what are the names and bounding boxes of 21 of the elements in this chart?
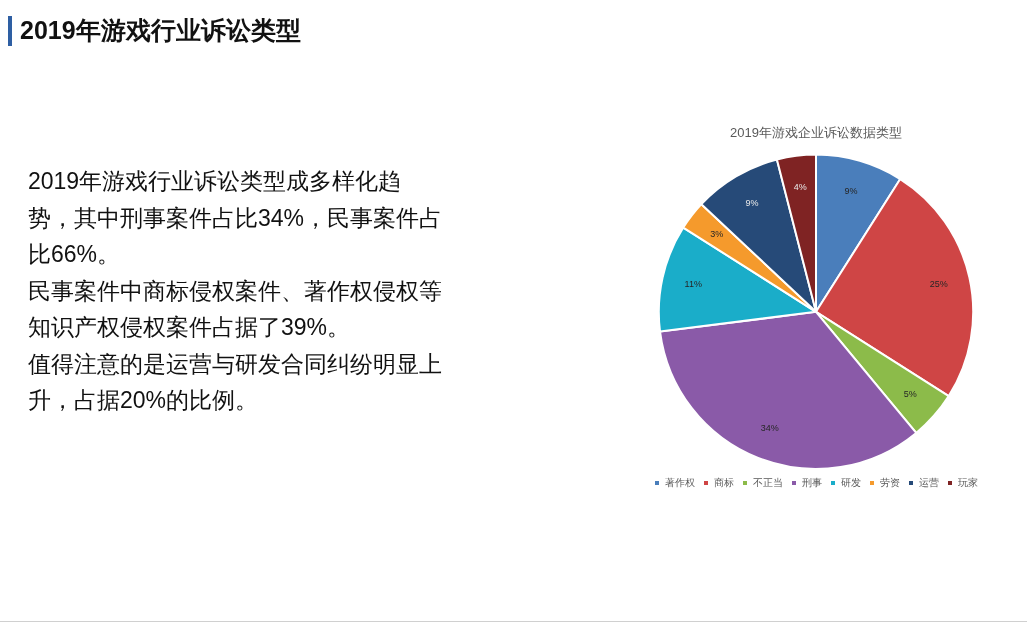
data-label: 34%	[760, 423, 779, 434]
data-label: 5%	[903, 389, 917, 400]
text: 2019年游戏行业诉讼类型成多样化趋势，其中刑事案件占比34%，民事案件占比66%。	[28, 167, 444, 269]
text: 民事案件中商标侵权案件、著作权侵权等知识产权侵权案件占据了39%。	[28, 276, 443, 342]
chart-subtitle: 2019年游戏企业诉讼数据类型	[730, 125, 902, 141]
legend-label: 研发	[841, 476, 861, 488]
data-label: 9%	[745, 198, 759, 209]
data-label: 11%	[684, 278, 702, 289]
data-label: 9%	[844, 185, 858, 196]
legend-label: 著作权	[665, 476, 695, 488]
legend-label: 劳资	[880, 476, 900, 488]
text: 值得注意的是运营与研发合同纠纷明显上升，占据20%的比例。	[28, 349, 443, 415]
legend-label: 运营	[919, 476, 939, 488]
legend-label: 商标	[714, 476, 734, 488]
legend-label: 玩家	[958, 476, 978, 488]
legend-label: 不正当	[753, 476, 783, 488]
data-label: 4%	[793, 181, 807, 192]
data-label: 25%	[929, 278, 948, 289]
data-label: 3%	[710, 229, 724, 240]
legend-label: 刑事	[802, 476, 822, 488]
text: 2019年游戏行业诉讼类型	[20, 15, 301, 46]
